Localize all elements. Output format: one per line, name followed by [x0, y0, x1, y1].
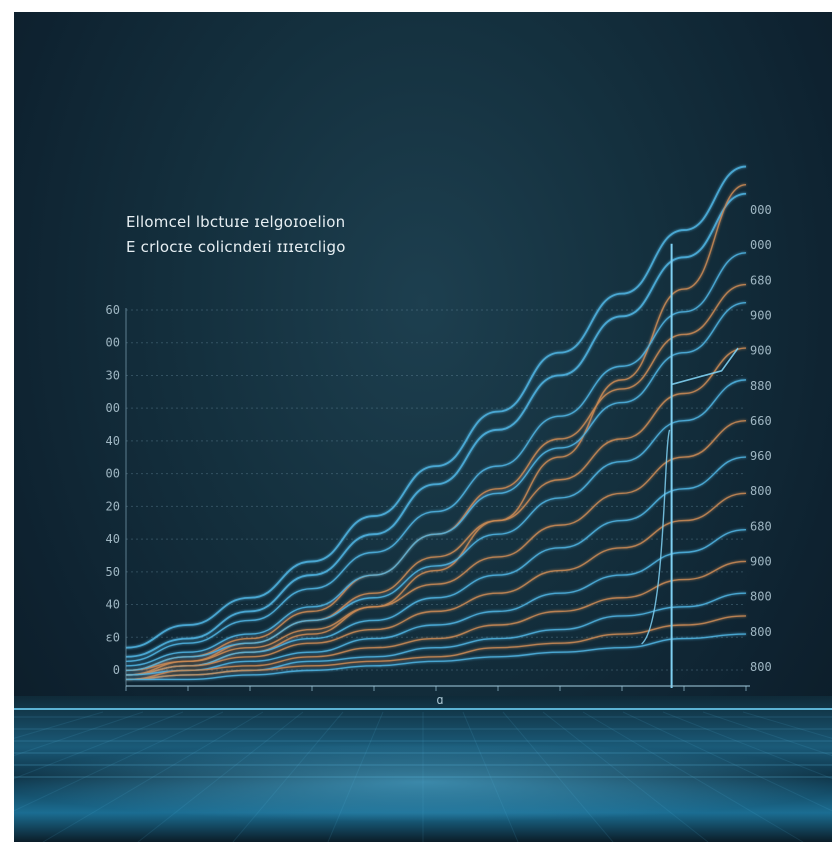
- floor-grid-line: [502, 711, 614, 842]
- right-tick-labels: 800 800 800 900 680 800 960 660 880 900 900 680 000 0…: [750, 203, 772, 674]
- marker-curve: [641, 429, 671, 645]
- left-tick-label: 40: [106, 598, 120, 612]
- right-tick-label: 800: [750, 484, 772, 498]
- left-tick-label: 00: [106, 467, 120, 481]
- series-line: [125, 560, 747, 681]
- floor-grid-line: [582, 711, 804, 842]
- right-tick-label: 680: [750, 273, 772, 287]
- chart-frame: 0 ɛ0 40 50 40 20 00 40 00 30 00 60 800 800 800 900 680 8…: [14, 12, 832, 842]
- right-tick-label: 680: [750, 519, 772, 533]
- series-line: [125, 528, 747, 676]
- floor-grid-line: [622, 711, 832, 812]
- left-tick-labels: 0 ɛ0 40 50 40 20 00 40 00 30 00 60: [106, 303, 120, 677]
- series-line: [125, 302, 747, 667]
- right-tick-label: 900: [750, 555, 772, 569]
- floor-grid-line: [542, 711, 709, 842]
- left-tick-label: 60: [106, 303, 120, 317]
- floor-grid-line: [14, 711, 104, 739]
- series-line: [125, 165, 747, 649]
- series-line: [125, 347, 747, 672]
- series-line: [125, 492, 747, 676]
- floor-grid-line: [14, 711, 144, 757]
- left-tick-label: 0: [113, 663, 120, 677]
- left-tick-label: 00: [106, 401, 120, 415]
- series-line: [125, 192, 747, 658]
- chart-title: Ellomcel lbctuɪe ɪelgoɪoelion: [126, 213, 346, 231]
- floor-grid-line: [662, 711, 832, 780]
- floor-grid-line: [462, 711, 519, 842]
- x-tick-label: ɑ: [436, 693, 443, 707]
- vertical-marker: [641, 243, 739, 688]
- x-tick-labels: ɑ: [436, 693, 443, 707]
- chart-subtitle: E crlocɪe colicndeɪi ɪɪɪeɪcligo: [126, 238, 346, 256]
- floor-grid: [14, 711, 832, 842]
- gridlines: [126, 309, 746, 671]
- left-tick-label: ɛ0: [106, 630, 120, 644]
- series-line: [126, 633, 747, 681]
- floor-grid-line: [742, 711, 832, 739]
- floor-grid-line: [232, 711, 344, 842]
- marker-branch: [671, 347, 739, 386]
- series-line: [125, 183, 747, 676]
- left-tick-label: 50: [106, 565, 120, 579]
- left-tick-label: 00: [106, 336, 120, 350]
- right-tick-label: 900: [750, 344, 772, 358]
- left-tick-label: 40: [106, 532, 120, 546]
- floor-grid-line: [42, 711, 264, 842]
- floor-grid-line: [137, 711, 304, 842]
- floor-grid-line: [14, 711, 184, 780]
- series-line: [125, 456, 747, 676]
- left-tick-label: 20: [106, 499, 120, 513]
- floor-grid-line: [14, 711, 224, 812]
- right-tick-label: 880: [750, 379, 772, 393]
- series-lines: [125, 165, 747, 681]
- series-line: [125, 379, 747, 672]
- right-tick-label: 800: [750, 625, 772, 639]
- floor-grid-line: [327, 711, 384, 842]
- right-tick-label: 660: [750, 414, 772, 428]
- series-line: [125, 252, 747, 663]
- left-tick-label: 40: [106, 434, 120, 448]
- floor-glow: [14, 742, 832, 822]
- right-tick-label: 900: [750, 308, 772, 322]
- series-line: [125, 615, 747, 681]
- axes: [125, 308, 750, 691]
- right-tick-label: 000: [750, 203, 772, 217]
- floor-grid-line: [702, 711, 832, 757]
- series-line: [125, 420, 747, 676]
- left-tick-label: 30: [106, 368, 120, 382]
- right-tick-label: 000: [750, 238, 772, 252]
- right-tick-label: 800: [750, 660, 772, 674]
- right-tick-label: 800: [750, 590, 772, 604]
- right-tick-label: 960: [750, 449, 772, 463]
